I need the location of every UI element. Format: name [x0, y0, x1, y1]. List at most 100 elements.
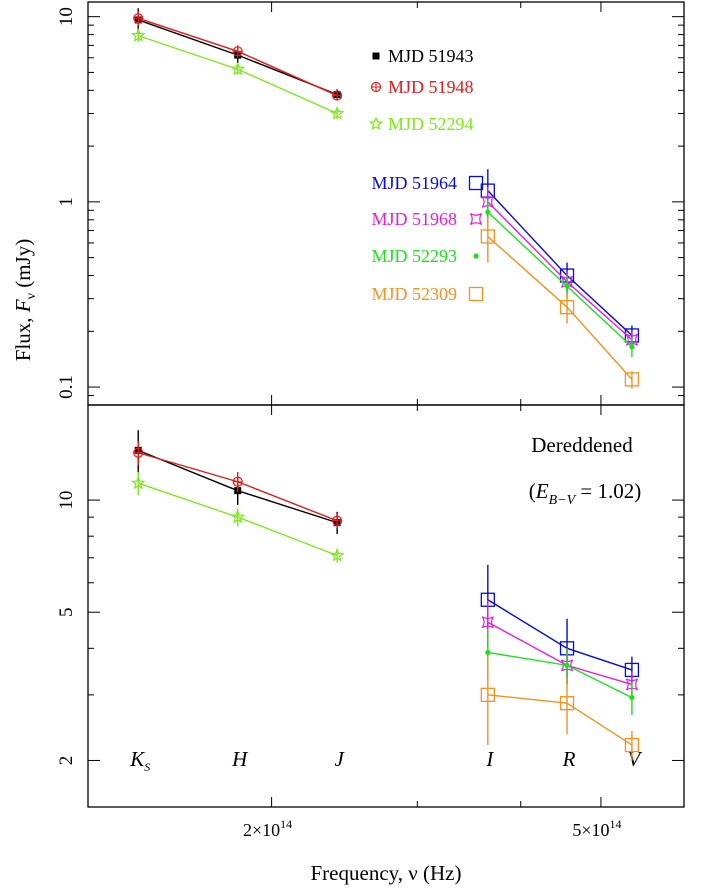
series-mjd-52294-dereddened — [130, 471, 345, 563]
marker-dot — [485, 649, 491, 656]
x-tick-label-exp: 14 — [280, 817, 292, 831]
data-point — [232, 476, 243, 487]
marker-star — [368, 116, 384, 131]
series-mjd-51948-observed — [133, 11, 343, 101]
data-point — [629, 694, 635, 701]
marker-open-square — [468, 286, 484, 302]
y-axis-label-var: F — [11, 299, 35, 313]
data-point — [564, 662, 570, 668]
series-line — [487, 651, 633, 699]
data-point — [329, 105, 345, 120]
marker-star — [230, 61, 245, 76]
y-axis-label-suffix: (mJy) — [11, 239, 35, 293]
marker-dot — [473, 253, 479, 259]
x-tick-label-exp: 14 — [610, 817, 622, 831]
x-tick-label: 5×1014 — [572, 817, 621, 840]
band-label-V: V — [627, 747, 642, 771]
data-point — [368, 116, 384, 131]
marker-dot — [564, 662, 570, 668]
marker-star4 — [561, 659, 574, 672]
data-point — [130, 475, 146, 490]
band-label-R: R — [562, 747, 576, 771]
y-tick-label: 0.1 — [56, 375, 77, 399]
marker-dot — [629, 344, 635, 350]
legend-label: MJD 51943 — [388, 46, 474, 66]
band-label-I: I — [485, 747, 494, 771]
data-point — [230, 61, 245, 76]
data-point — [485, 649, 491, 656]
marker-star — [130, 27, 146, 42]
data-point — [559, 696, 575, 711]
series-mjd-51964-observed — [480, 169, 640, 347]
series-mjd-51964-dereddened — [480, 564, 640, 685]
data-point — [232, 46, 243, 57]
marker-star4 — [481, 195, 494, 208]
y-tick-label: 10 — [56, 7, 77, 26]
band-letter: K — [129, 747, 145, 771]
data-point — [332, 90, 343, 101]
marker-star — [329, 547, 345, 562]
data-point — [561, 659, 574, 672]
legend-label: MJD 51964 — [371, 173, 457, 193]
legend-label: MJD 52309 — [371, 284, 457, 304]
marker-open-square — [624, 372, 640, 387]
ebv-annotation: (EB−V = 1.02) — [529, 479, 641, 508]
y-tick-label: 1 — [56, 197, 77, 207]
data-point — [561, 275, 574, 288]
marker-dot — [629, 694, 635, 701]
band-letter: H — [231, 747, 249, 771]
y-tick-label: 2 — [56, 756, 77, 766]
data-point — [485, 209, 491, 215]
marker-square — [372, 52, 380, 60]
x-tick-label-base: 5×10 — [572, 820, 609, 840]
y-tick-label: 10 — [56, 491, 77, 510]
marker-star — [130, 475, 146, 490]
dereddened-title: Dereddened — [531, 433, 633, 457]
data-point — [624, 372, 640, 387]
marker-open-square — [559, 300, 575, 315]
bottom-panel-frame — [87, 404, 685, 808]
data-point — [332, 515, 343, 526]
band-label-K: KS — [129, 747, 150, 774]
series-line — [487, 694, 633, 746]
data-point — [468, 286, 484, 302]
y-axis-label-sub: ν — [24, 293, 39, 299]
band-letter: I — [485, 747, 494, 771]
data-point — [230, 509, 245, 524]
band-subscript: S — [144, 760, 150, 774]
marker-star4 — [625, 678, 638, 691]
legend-label: MJD 51948 — [388, 77, 474, 97]
data-point — [624, 737, 640, 753]
data-point — [130, 27, 146, 42]
data-point — [133, 447, 144, 458]
data-point — [481, 616, 494, 629]
top-panel-frame — [87, 1, 685, 406]
legend-label: MJD 51968 — [371, 209, 457, 229]
band-label-H: H — [231, 747, 249, 771]
y-axis-label: Flux, Fν (mJy) — [11, 239, 39, 361]
series-line — [487, 599, 633, 671]
series-line — [487, 621, 633, 686]
series-mjd-52309-dereddened — [480, 656, 640, 761]
data-point — [133, 13, 144, 24]
band-letter: J — [334, 747, 345, 771]
marker-dot — [564, 283, 570, 289]
data-point — [559, 300, 575, 315]
data-point — [625, 678, 638, 691]
data-point — [481, 195, 494, 208]
band-letter: V — [627, 747, 642, 771]
legend-label: MJD 52293 — [371, 246, 457, 266]
marker-open-square — [480, 229, 495, 244]
series-mjd-52309-observed — [480, 216, 640, 389]
data-point — [480, 687, 495, 703]
series-line — [487, 235, 633, 380]
series-mjd-51968-dereddened — [481, 599, 638, 698]
marker-star — [230, 509, 245, 524]
marker-star4 — [469, 212, 483, 226]
marker-open-square — [559, 696, 575, 711]
marker-star4 — [481, 616, 494, 629]
data-point — [469, 212, 483, 226]
data-point — [564, 283, 570, 289]
data-point — [473, 253, 479, 259]
band-letter: R — [562, 747, 576, 771]
